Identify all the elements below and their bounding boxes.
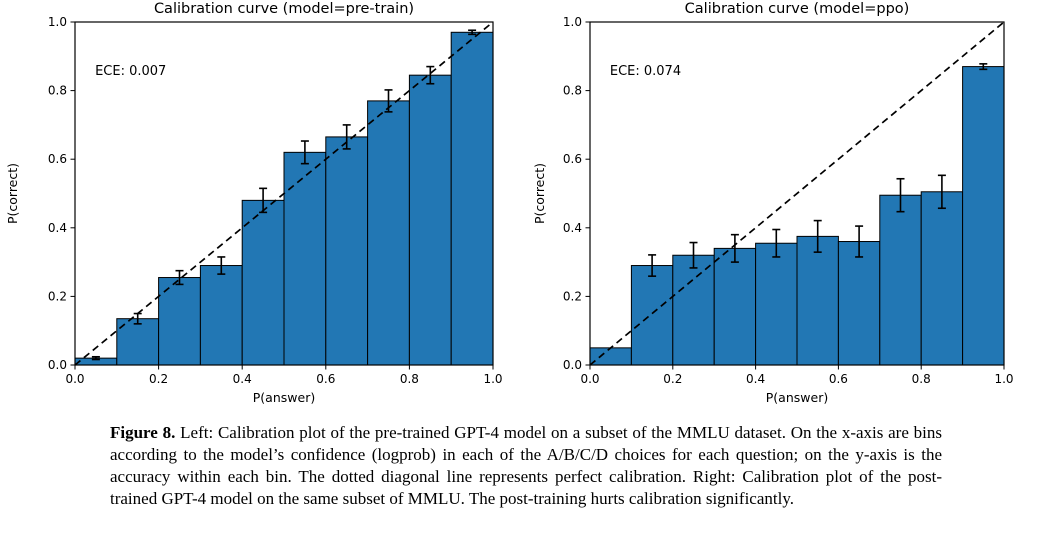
bar-bin-6 <box>325 136 369 366</box>
x-tick-label: 0.0 <box>580 372 599 386</box>
y-tick-label: 0.4 <box>563 221 582 235</box>
x-tick-label: 0.0 <box>65 372 84 386</box>
plot-frame <box>589 21 1005 366</box>
plot-frame <box>74 21 494 366</box>
x-tick-label: 1.0 <box>994 372 1013 386</box>
perfect-calibration-line <box>74 21 494 366</box>
bar-bin-7 <box>367 100 410 366</box>
error-bar-bin-9 <box>979 63 988 71</box>
bar-bin-3 <box>199 265 243 366</box>
error-bar-bin-0 <box>91 355 100 361</box>
y-tick-label: 0.6 <box>563 152 582 166</box>
figure-caption: Figure 8. Left: Calibration plot of the … <box>110 422 942 510</box>
ece-annotation: ECE: 0.007 <box>95 64 166 79</box>
y-tick-label: 0.0 <box>48 358 67 372</box>
calibration-chart-pretrain: 0.0 0.2 0.4 0.6 0.8 1.0 0.0 0.2 0.4 0.6 0.8 1.0 Cali… <box>5 1 503 405</box>
chart-title: Calibration curve (model=pre-train) <box>154 1 414 17</box>
x-tick-label: 0.4 <box>746 372 765 386</box>
error-bar-bin-4 <box>259 187 268 214</box>
y-tick-label: 1.0 <box>563 15 582 29</box>
x-tick-label: 0.8 <box>400 372 419 386</box>
bar-bin-1 <box>630 265 674 366</box>
y-axis-label: P(correct) <box>532 163 547 224</box>
x-tick-label: 0.6 <box>316 372 335 386</box>
error-bar-bin-2 <box>689 241 698 269</box>
error-bar-bin-3 <box>217 256 226 275</box>
bar-bin-5 <box>283 151 327 366</box>
y-tick-label: 0.2 <box>48 289 67 303</box>
ece-annotation: ECE: 0.074 <box>610 64 681 79</box>
x-tick-label: 0.8 <box>912 372 931 386</box>
error-bar-bin-2 <box>175 269 184 286</box>
error-bar-bin-9 <box>468 29 477 36</box>
error-bar-bin-6 <box>342 124 351 150</box>
y-tick-label: 1.0 <box>48 15 67 29</box>
y-tick-label: 0.6 <box>48 152 67 166</box>
chart-title: Calibration curve (model=ppo) <box>685 1 910 17</box>
y-tick-label: 0.2 <box>563 289 582 303</box>
error-bar-bin-5 <box>813 219 822 253</box>
perfect-calibration-line <box>589 21 1005 366</box>
calibration-figure-panels: 0.0 0.2 0.4 0.6 0.8 1.0 0.0 0.2 0.4 0.6 0.8 1.0 Cali… <box>5 1 1014 405</box>
y-axis-label: P(correct) <box>5 163 20 224</box>
error-bar-bin-1 <box>648 254 657 277</box>
x-axis-label: P(answer) <box>766 390 828 405</box>
bar-bin-4 <box>241 199 285 366</box>
error-bar-bin-7 <box>896 177 905 213</box>
calibration-chart-ppo: 0.0 0.2 0.4 0.6 0.8 1.0 0.0 0.2 0.4 0.6 0.8 1.0 Cali… <box>532 1 1014 405</box>
bar-bin-7 <box>879 194 922 366</box>
figure-caption-label: Figure 8. <box>110 423 176 442</box>
error-bar-bin-8 <box>426 65 435 85</box>
bar-bin-4 <box>755 242 798 366</box>
bar-bin-9 <box>450 31 494 366</box>
bar-bin-9 <box>962 66 1005 366</box>
y-tick-label: 0.8 <box>563 84 582 98</box>
error-bar-bin-4 <box>772 228 781 258</box>
x-tick-label: 0.2 <box>149 372 168 386</box>
y-tick-label: 0.8 <box>48 84 67 98</box>
figure-caption-text: Left: Calibration plot of the pre-traine… <box>110 423 942 508</box>
error-bar-bin-3 <box>730 233 739 263</box>
bar-bin-6 <box>837 241 881 366</box>
x-tick-label: 0.2 <box>663 372 682 386</box>
bar-bin-3 <box>713 247 757 366</box>
error-bar-bin-5 <box>300 140 309 165</box>
x-tick-label: 1.0 <box>483 372 502 386</box>
bar-bin-8 <box>408 74 452 366</box>
x-axis-label: P(answer) <box>253 390 315 405</box>
bar-bin-0 <box>589 347 632 366</box>
error-bar-bin-8 <box>937 174 946 210</box>
x-tick-label: 0.6 <box>829 372 848 386</box>
y-tick-label: 0.4 <box>48 221 67 235</box>
error-bar-bin-6 <box>855 225 864 258</box>
x-tick-label: 0.4 <box>233 372 252 386</box>
bar-bin-5 <box>796 235 839 366</box>
y-tick-label: 0.0 <box>563 358 582 372</box>
bar-bin-2 <box>672 254 715 366</box>
bar-bin-8 <box>920 191 964 366</box>
